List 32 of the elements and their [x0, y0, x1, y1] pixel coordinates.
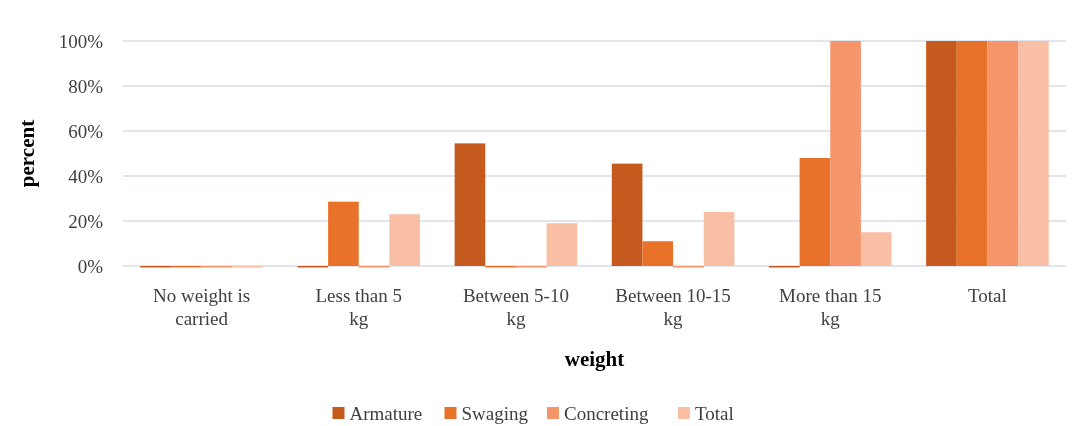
x-tick-label: More than 15 kg [779, 285, 882, 329]
bar [860, 232, 892, 266]
bar [389, 214, 421, 266]
x-tick-label: Less than 5 kg [315, 285, 403, 329]
legend-label: Total [695, 403, 734, 424]
bar [611, 163, 643, 266]
bar [328, 201, 359, 266]
bar [799, 158, 831, 266]
x-tick-label: Between 5-10 kg [462, 285, 569, 329]
y-tick-label: 0% [77, 255, 104, 277]
y-tick-label: 20% [68, 210, 104, 232]
y-tick-label: 100% [58, 30, 104, 52]
y-tick-label: 40% [68, 165, 104, 187]
bar [987, 41, 1019, 266]
x-axis-title: weight [564, 347, 625, 371]
x-tick-label: No weight is carried [153, 285, 251, 329]
legend-label: Armature [349, 403, 423, 424]
bar [642, 241, 674, 266]
bar [1018, 41, 1049, 266]
y-axis-title: percent [15, 119, 39, 188]
y-tick-label: 60% [68, 120, 104, 142]
legend-label: Concreting [564, 403, 649, 424]
bar [830, 41, 861, 266]
bar [454, 143, 486, 266]
legend-label: Swaging [461, 403, 529, 424]
x-tick-label: Total [968, 285, 1007, 306]
bar [926, 41, 957, 266]
bar [546, 223, 578, 266]
bar [703, 212, 735, 266]
x-tick-label: Between 10-15 kg [615, 285, 731, 329]
y-tick-label: 80% [68, 75, 104, 97]
bar [956, 41, 988, 266]
